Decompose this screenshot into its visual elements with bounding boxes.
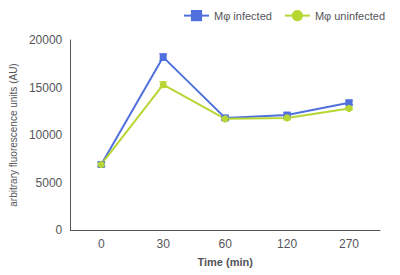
svg-text:120: 120 (277, 237, 297, 251)
svg-text:Mφ infected: Mφ infected (214, 10, 272, 22)
svg-text:Time (min): Time (min) (197, 256, 253, 268)
svg-text:30: 30 (157, 237, 171, 251)
svg-text:arbitrary fluorescence units (: arbitrary fluorescence units (AU) (8, 63, 19, 206)
svg-text:270: 270 (339, 237, 359, 251)
svg-text:Mφ uninfected: Mφ uninfected (315, 10, 385, 22)
svg-text:20000: 20000 (29, 33, 63, 47)
svg-text:60: 60 (218, 237, 232, 251)
svg-text:10000: 10000 (29, 128, 63, 142)
svg-text:0: 0 (56, 223, 63, 237)
svg-text:0: 0 (98, 237, 105, 251)
svg-text:15000: 15000 (29, 81, 63, 95)
svg-text:5000: 5000 (36, 176, 63, 190)
